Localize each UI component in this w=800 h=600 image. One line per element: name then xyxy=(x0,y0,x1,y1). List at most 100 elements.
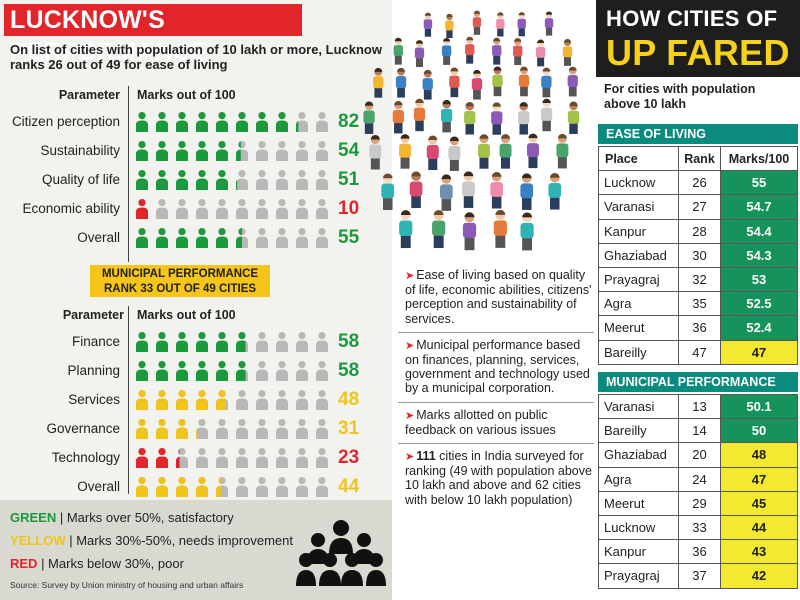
marks-value: 58 xyxy=(338,360,360,381)
person-icon-row xyxy=(132,227,332,249)
marks-cell: 53 xyxy=(720,266,798,293)
legend-green-key: GREEN xyxy=(10,510,57,525)
parameter-label: Sustainability xyxy=(40,143,120,158)
person-icon xyxy=(256,361,268,381)
source-note: Source: Survey by Union ministry of hous… xyxy=(10,580,244,590)
person-icon xyxy=(256,332,268,352)
municipal-banner: MUNICIPAL PERFORMANCE RANK 33 OUT OF 49 … xyxy=(90,265,270,297)
crowd-person xyxy=(472,10,482,35)
person-icon xyxy=(296,228,308,248)
crowd-person xyxy=(441,37,452,65)
person-icon xyxy=(156,390,168,410)
person-icon xyxy=(236,448,248,468)
person-icon xyxy=(196,477,208,497)
parameter-label: Overall xyxy=(77,479,120,494)
crowd-person xyxy=(535,39,546,67)
right-subtitle: For cities with population above 10 lakh xyxy=(604,82,756,111)
person-icon-row xyxy=(132,389,332,411)
rank-cell: 29 xyxy=(678,490,721,516)
person-icon-row xyxy=(132,140,332,162)
parameter-label: Finance xyxy=(71,334,120,349)
person-icon xyxy=(296,332,308,352)
person-icon xyxy=(156,199,168,219)
marks-header: Marks out of 100 xyxy=(137,308,236,322)
marks-value: 54 xyxy=(338,140,360,161)
person-icon xyxy=(236,477,248,497)
marks-cell: 54.3 xyxy=(720,242,798,268)
person-icon xyxy=(176,477,188,497)
legend-yellow-key: YELLOW xyxy=(10,533,66,548)
table-row: Prayagraj 37 42 xyxy=(598,563,798,589)
bullet-separator xyxy=(398,401,594,403)
crowd-person xyxy=(477,134,490,169)
person-icon xyxy=(296,112,308,132)
bullet-separator xyxy=(398,443,594,445)
rank-cell: 24 xyxy=(678,466,721,492)
person-icon xyxy=(236,112,248,132)
marks-cell: 55 xyxy=(720,170,798,196)
ease-table: Place Rank Marks/100 Lucknow 26 55 Varanasi… xyxy=(598,145,798,365)
crowd-person xyxy=(517,12,526,37)
rank-cell: 30 xyxy=(678,242,721,268)
legend-red-key: RED xyxy=(10,556,38,571)
arrow-icon: ➤ xyxy=(405,409,415,422)
ease-row: Citizen perception 82 xyxy=(0,108,392,137)
right-title-line2: UP FARED xyxy=(606,32,790,73)
legend: GREEN | Marks over 50%, satisfactory YEL… xyxy=(0,500,392,600)
rank-cell: 32 xyxy=(678,266,721,293)
ease-header-row: Parameter Marks out of 100 xyxy=(0,86,392,108)
municipal-banner-title: MUNICIPAL PERFORMANCE xyxy=(101,268,259,280)
marks-value: 51 xyxy=(338,169,360,190)
parameter-label: Economic ability xyxy=(22,201,120,216)
parameter-label: Services xyxy=(68,392,120,407)
person-icon xyxy=(236,228,248,248)
rank-cell: 47 xyxy=(678,339,721,365)
parameter-header: Parameter xyxy=(62,308,124,322)
person-icon xyxy=(176,390,188,410)
municipal-row: Governance 31 xyxy=(0,415,392,444)
person-icon xyxy=(276,419,288,439)
marks-value: 10 xyxy=(338,198,360,219)
person-icon xyxy=(276,448,288,468)
person-icon xyxy=(276,199,288,219)
person-icon xyxy=(176,112,188,132)
person-icon xyxy=(156,332,168,352)
place-cell: Bareilly xyxy=(598,418,679,444)
parameter-label: Overall xyxy=(77,230,120,245)
person-icon xyxy=(296,477,308,497)
note-item: ➤ Marks allotted on public feedback on va… xyxy=(398,408,594,437)
arrow-icon: ➤ xyxy=(405,270,415,282)
table-row: Kanpur 28 54.4 xyxy=(598,218,798,244)
place-cell: Agra xyxy=(598,466,679,492)
parameter-label: Quality of life xyxy=(41,172,120,187)
marks-cell: 45 xyxy=(720,490,798,516)
rank-cell: 26 xyxy=(678,170,721,196)
municipal-row: Finance 58 xyxy=(0,328,392,357)
person-icon xyxy=(256,448,268,468)
marks-value: 31 xyxy=(338,418,360,439)
person-icon xyxy=(176,332,188,352)
crowd-person xyxy=(562,38,573,66)
person-icon xyxy=(136,228,148,248)
legend-yellow: YELLOW | Marks 30%-50%, needs improvemen… xyxy=(10,533,293,548)
rank-cell: 37 xyxy=(678,563,721,589)
person-icon xyxy=(176,448,188,468)
person-icon xyxy=(156,361,168,381)
ease-of-living-section: Parameter Marks out of 100 Citizen perce… xyxy=(0,86,392,262)
marks-value: 58 xyxy=(338,331,360,352)
municipal-section-bar: MUNICIPAL PERFORMANCE xyxy=(598,372,798,392)
person-icon xyxy=(316,112,328,132)
person-icon xyxy=(156,170,168,190)
place-cell: Agra xyxy=(598,291,679,317)
person-icon xyxy=(236,170,248,190)
table-row: Agra 24 47 xyxy=(598,466,798,492)
person-icon xyxy=(316,141,328,161)
crowd-person xyxy=(395,67,407,98)
marks-cell: 47 xyxy=(720,339,798,365)
place-cell: Varanasi xyxy=(598,194,679,220)
person-icon xyxy=(236,332,248,352)
person-icon xyxy=(176,170,188,190)
person-icon xyxy=(176,361,188,381)
marks-value: 48 xyxy=(338,389,360,410)
legend-green: GREEN | Marks over 50%, satisfactory xyxy=(10,510,234,525)
